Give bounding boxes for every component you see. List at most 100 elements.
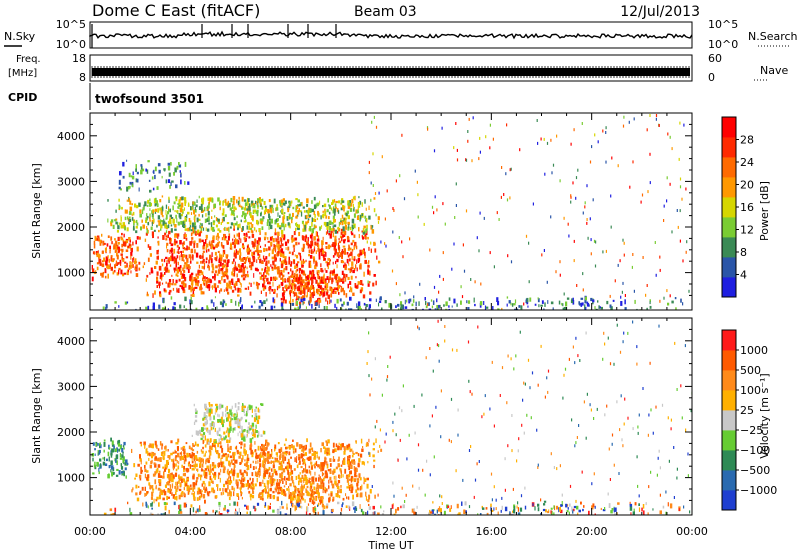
data-cell: [124, 209, 126, 214]
data-cell: [417, 193, 419, 197]
data-cell: [453, 242, 455, 246]
data-cell: [353, 268, 356, 271]
data-cell: [153, 218, 155, 223]
data-cell: [221, 270, 223, 275]
data-cell: [179, 255, 181, 261]
data-cell: [352, 269, 355, 274]
data-cell: [240, 441, 243, 446]
data-cell: [514, 308, 517, 310]
data-cell: [127, 216, 129, 220]
data-cell: [276, 457, 278, 461]
data-cell: [273, 305, 276, 309]
data-cell: [176, 255, 179, 259]
data-cell: [167, 474, 170, 479]
data-cell: [226, 430, 228, 434]
data-cell: [344, 252, 347, 255]
data-cell: [120, 215, 122, 219]
data-cell: [282, 278, 284, 283]
data-cell: [266, 269, 269, 273]
data-cell: [358, 234, 360, 239]
data-cell: [242, 403, 244, 408]
data-cell: [321, 503, 324, 508]
data-cell: [124, 261, 127, 264]
data-cell: [573, 128, 575, 132]
data-cell: [159, 483, 161, 486]
data-cell: [349, 207, 353, 212]
data-cell: [325, 297, 327, 302]
data-cell: [126, 186, 129, 192]
data-cell: [229, 489, 231, 495]
data-cell: [528, 241, 530, 245]
data-cell: [232, 273, 235, 277]
data-cell: [275, 470, 278, 476]
data-cell: [281, 205, 283, 208]
data-cell: [326, 276, 329, 280]
data-cell: [135, 178, 137, 183]
data-cell: [209, 197, 211, 202]
data-cell: [274, 457, 276, 460]
data-cell: [280, 302, 284, 307]
data-cell: [337, 463, 340, 468]
data-cell: [425, 305, 428, 309]
data-cell: [114, 238, 116, 241]
data-cell: [279, 237, 282, 241]
data-cell: [145, 217, 148, 221]
data-cell: [270, 485, 272, 488]
data-cell: [183, 305, 185, 309]
data-cell: [240, 479, 243, 485]
data-cell: [122, 239, 125, 243]
data-cell: [340, 220, 343, 223]
data-cell: [223, 483, 225, 488]
data-cell: [305, 477, 308, 480]
data-cell: [187, 462, 190, 467]
data-cell: [600, 306, 603, 310]
data-cell: [312, 478, 314, 482]
power-data: [91, 114, 690, 310]
data-cell: [324, 268, 326, 271]
data-cell: [110, 469, 112, 473]
data-cell: [237, 200, 240, 206]
data-cell: [332, 255, 335, 258]
data-cell: [149, 253, 152, 257]
data-cell: [399, 293, 401, 297]
data-cell: [268, 215, 271, 221]
data-cell: [685, 187, 687, 191]
data-cell: [160, 492, 164, 496]
data-cell: [669, 135, 671, 139]
data-cell: [312, 490, 315, 495]
data-cell: [253, 246, 255, 250]
data-cell: [359, 200, 362, 205]
data-cell: [349, 449, 352, 452]
data-cell: [267, 459, 269, 464]
data-cell: [279, 465, 282, 471]
data-cell: [339, 252, 342, 257]
data-cell: [334, 303, 336, 308]
data-cell: [173, 248, 176, 254]
data-cell: [176, 495, 178, 501]
data-cell: [164, 505, 167, 511]
data-cell: [258, 249, 262, 253]
data-cell: [247, 429, 250, 434]
data-cell: [178, 288, 180, 293]
data-cell: [215, 408, 218, 413]
data-cell: [338, 442, 340, 445]
data-cell: [94, 448, 96, 451]
data-cell: [150, 485, 153, 489]
data-cell: [496, 297, 499, 302]
data-cell: [275, 452, 278, 456]
data-cell: [255, 456, 258, 459]
data-cell: [286, 286, 290, 290]
data-cell: [260, 452, 262, 455]
data-cell: [294, 457, 296, 462]
data-cell: [366, 224, 368, 229]
data-cell: [115, 246, 117, 251]
data-cell: [416, 180, 418, 184]
data-cell: [269, 488, 272, 492]
data-cell: [281, 222, 285, 227]
data-cell: [110, 255, 113, 258]
data-cell: [537, 297, 539, 300]
data-cell: [356, 267, 358, 272]
data-cell: [178, 480, 180, 484]
data-cell: [94, 453, 96, 456]
data-cell: [225, 303, 227, 306]
